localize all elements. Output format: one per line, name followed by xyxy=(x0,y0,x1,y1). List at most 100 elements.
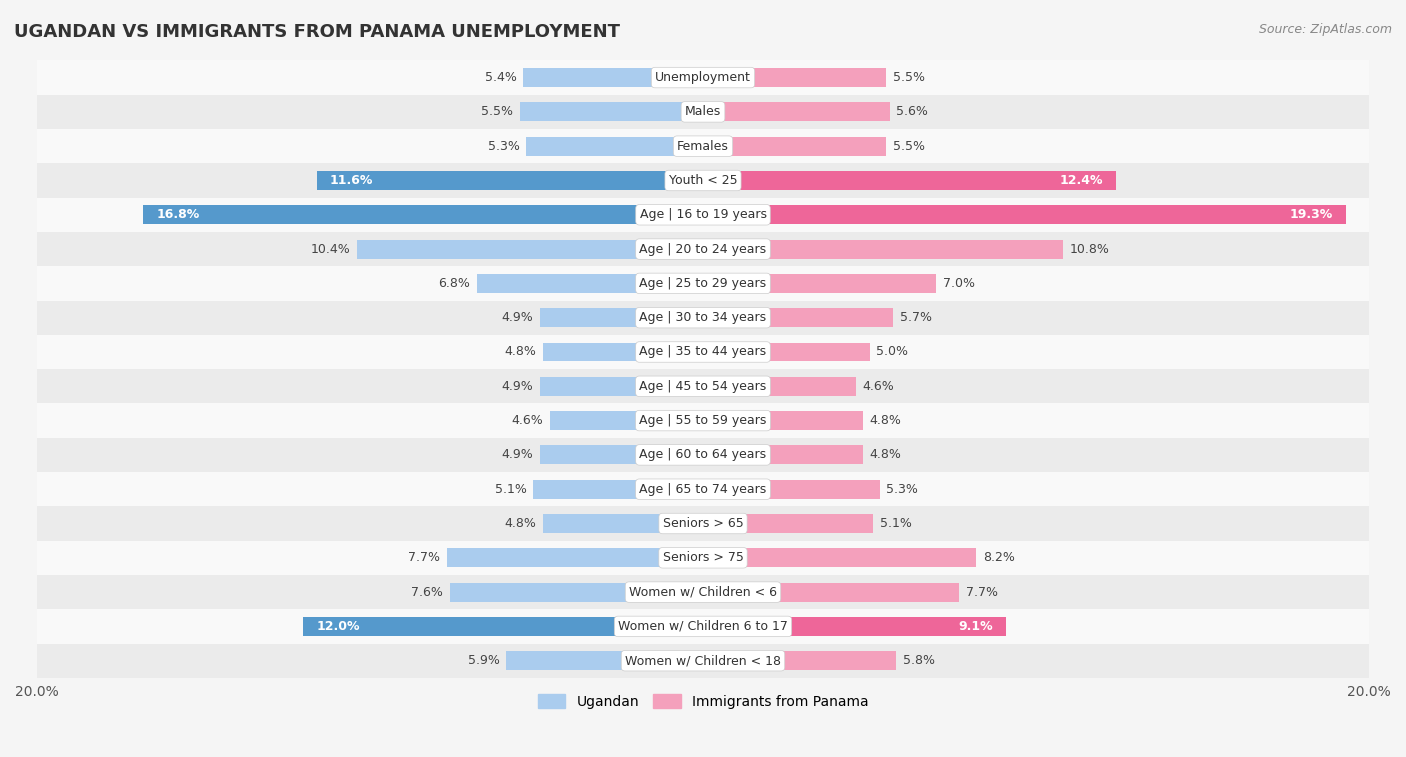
Bar xyxy=(703,617,1007,636)
Bar xyxy=(703,445,863,464)
Text: 10.8%: 10.8% xyxy=(1070,242,1109,256)
Text: Females: Females xyxy=(678,140,728,153)
Bar xyxy=(703,68,886,87)
Bar xyxy=(550,411,703,430)
Bar xyxy=(520,102,703,121)
Text: Males: Males xyxy=(685,105,721,118)
Text: Age | 20 to 24 years: Age | 20 to 24 years xyxy=(640,242,766,256)
Bar xyxy=(316,171,703,190)
Bar xyxy=(37,232,1369,266)
Text: 5.7%: 5.7% xyxy=(900,311,932,324)
Text: 4.9%: 4.9% xyxy=(502,448,533,462)
Bar xyxy=(37,61,1369,95)
Bar xyxy=(37,643,1369,678)
Text: 5.5%: 5.5% xyxy=(893,140,925,153)
Bar xyxy=(37,95,1369,129)
Text: 5.4%: 5.4% xyxy=(485,71,516,84)
Text: 5.0%: 5.0% xyxy=(876,345,908,359)
Bar xyxy=(304,617,703,636)
Text: 12.0%: 12.0% xyxy=(316,620,360,633)
Text: Source: ZipAtlas.com: Source: ZipAtlas.com xyxy=(1258,23,1392,36)
Text: 7.6%: 7.6% xyxy=(412,586,443,599)
Bar xyxy=(703,171,1116,190)
Text: 5.3%: 5.3% xyxy=(886,483,918,496)
Text: 4.8%: 4.8% xyxy=(869,414,901,427)
Text: Age | 60 to 64 years: Age | 60 to 64 years xyxy=(640,448,766,462)
Text: 6.8%: 6.8% xyxy=(439,277,470,290)
Bar xyxy=(143,205,703,224)
Bar xyxy=(357,240,703,259)
Text: Seniors > 65: Seniors > 65 xyxy=(662,517,744,530)
Text: Age | 55 to 59 years: Age | 55 to 59 years xyxy=(640,414,766,427)
Bar xyxy=(37,266,1369,301)
Bar xyxy=(540,377,703,396)
Text: 5.5%: 5.5% xyxy=(893,71,925,84)
Bar xyxy=(703,240,1063,259)
Bar xyxy=(703,514,873,533)
Text: Youth < 25: Youth < 25 xyxy=(669,174,737,187)
Bar xyxy=(540,445,703,464)
Text: Age | 16 to 19 years: Age | 16 to 19 years xyxy=(640,208,766,221)
Bar xyxy=(703,411,863,430)
Text: 19.3%: 19.3% xyxy=(1289,208,1333,221)
Text: Women w/ Children 6 to 17: Women w/ Children 6 to 17 xyxy=(619,620,787,633)
Text: Women w/ Children < 6: Women w/ Children < 6 xyxy=(628,586,778,599)
Bar xyxy=(703,205,1346,224)
Bar xyxy=(703,343,869,361)
Text: 4.8%: 4.8% xyxy=(505,345,537,359)
Text: 4.6%: 4.6% xyxy=(863,380,894,393)
Text: 7.7%: 7.7% xyxy=(408,551,440,564)
Bar xyxy=(506,651,703,670)
Text: 5.6%: 5.6% xyxy=(896,105,928,118)
Text: Age | 35 to 44 years: Age | 35 to 44 years xyxy=(640,345,766,359)
Bar xyxy=(543,343,703,361)
Text: Age | 65 to 74 years: Age | 65 to 74 years xyxy=(640,483,766,496)
Text: 5.1%: 5.1% xyxy=(495,483,526,496)
Text: Age | 25 to 29 years: Age | 25 to 29 years xyxy=(640,277,766,290)
Text: Age | 30 to 34 years: Age | 30 to 34 years xyxy=(640,311,766,324)
Bar xyxy=(37,198,1369,232)
Bar xyxy=(703,480,880,499)
Text: 7.0%: 7.0% xyxy=(943,277,974,290)
Bar xyxy=(37,609,1369,643)
Bar xyxy=(703,583,959,602)
Text: 5.5%: 5.5% xyxy=(481,105,513,118)
Text: 4.9%: 4.9% xyxy=(502,380,533,393)
Bar xyxy=(526,137,703,156)
Bar xyxy=(37,438,1369,472)
Text: 8.2%: 8.2% xyxy=(983,551,1015,564)
Bar xyxy=(37,369,1369,403)
Bar xyxy=(450,583,703,602)
Bar xyxy=(540,308,703,327)
Legend: Ugandan, Immigrants from Panama: Ugandan, Immigrants from Panama xyxy=(531,688,875,714)
Text: UGANDAN VS IMMIGRANTS FROM PANAMA UNEMPLOYMENT: UGANDAN VS IMMIGRANTS FROM PANAMA UNEMPL… xyxy=(14,23,620,41)
Bar xyxy=(37,301,1369,335)
Text: 16.8%: 16.8% xyxy=(157,208,200,221)
Bar xyxy=(523,68,703,87)
Text: Unemployment: Unemployment xyxy=(655,71,751,84)
Text: 5.9%: 5.9% xyxy=(468,654,499,667)
Bar xyxy=(37,472,1369,506)
Text: Seniors > 75: Seniors > 75 xyxy=(662,551,744,564)
Bar xyxy=(703,308,893,327)
Text: 5.1%: 5.1% xyxy=(880,517,911,530)
Bar xyxy=(37,540,1369,575)
Text: 4.6%: 4.6% xyxy=(512,414,543,427)
Text: 10.4%: 10.4% xyxy=(311,242,350,256)
Bar xyxy=(37,335,1369,369)
Bar xyxy=(703,548,976,567)
Bar xyxy=(703,137,886,156)
Bar xyxy=(477,274,703,293)
Text: Women w/ Children < 18: Women w/ Children < 18 xyxy=(626,654,780,667)
Bar xyxy=(533,480,703,499)
Bar xyxy=(37,403,1369,438)
Text: 12.4%: 12.4% xyxy=(1059,174,1102,187)
Text: 5.8%: 5.8% xyxy=(903,654,935,667)
Bar xyxy=(703,651,896,670)
Text: 11.6%: 11.6% xyxy=(330,174,374,187)
Text: 4.9%: 4.9% xyxy=(502,311,533,324)
Bar xyxy=(703,274,936,293)
Text: 5.3%: 5.3% xyxy=(488,140,520,153)
Bar xyxy=(37,129,1369,164)
Text: 9.1%: 9.1% xyxy=(957,620,993,633)
